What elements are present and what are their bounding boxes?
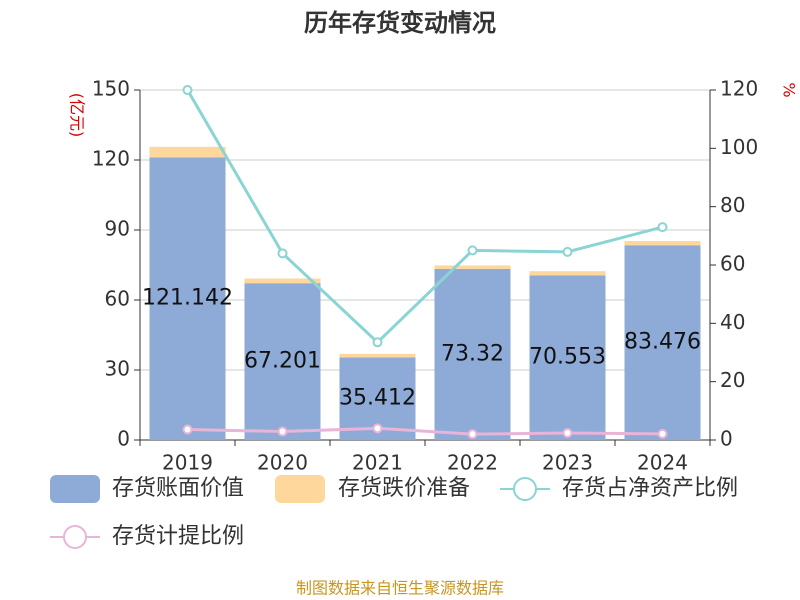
- y-axis-label: (亿元): [68, 93, 87, 138]
- y2-tick-label: 100: [720, 135, 758, 159]
- data-label: 121.142: [142, 286, 233, 311]
- legend-swatch: [50, 475, 100, 503]
- legend-swatch: [275, 475, 325, 503]
- legend-swatch: [513, 477, 537, 501]
- y-tick-label: 150: [92, 77, 130, 101]
- data-label: 67.201: [244, 349, 321, 374]
- bar: [434, 265, 511, 269]
- line-point: [277, 248, 288, 259]
- legend-swatch: [63, 525, 87, 549]
- y2-tick-label: 80: [720, 193, 745, 217]
- line-point: [182, 85, 193, 95]
- bar: [529, 275, 606, 440]
- line-point: [467, 429, 478, 440]
- line-point: [372, 423, 383, 434]
- line-point: [467, 245, 478, 256]
- line-point: [372, 337, 383, 348]
- chart-title: 历年存货变动情况: [304, 9, 496, 37]
- bar: [434, 268, 511, 440]
- y-tick-label: 30: [105, 357, 130, 381]
- data-label: 35.412: [339, 386, 416, 411]
- legend-label: 存货账面价值: [112, 476, 244, 501]
- line-point: [562, 428, 573, 438]
- x-tick-label: 2020: [257, 451, 308, 475]
- bar: [624, 245, 701, 440]
- bar: [244, 283, 321, 440]
- bar: [149, 146, 226, 158]
- bar: [149, 157, 226, 440]
- line-point: [562, 246, 573, 257]
- x-tick-label: 2024: [637, 451, 688, 475]
- x-tick-label: 2023: [542, 451, 593, 475]
- x-tick-label: 2022: [447, 451, 498, 475]
- line: [187, 426, 663, 436]
- y2-tick-label: 20: [720, 368, 745, 392]
- y2-tick-label: 60: [720, 252, 745, 276]
- y-tick-label: 60: [105, 287, 130, 311]
- line: [186, 89, 663, 345]
- y-tick-label: 120: [92, 147, 130, 171]
- data-label: 73.32: [441, 341, 504, 366]
- y2-tick-label: 0: [720, 427, 733, 451]
- bar: [244, 278, 321, 284]
- line-point: [657, 428, 668, 439]
- data-label: 83.476: [624, 330, 701, 355]
- legend-label: 存货占净资产比例: [562, 476, 738, 501]
- line-point: [277, 426, 288, 437]
- y2-tick-label: 120: [720, 77, 758, 101]
- line-point: [182, 424, 193, 435]
- data-label: 70.553: [529, 345, 606, 370]
- bar: [339, 353, 416, 358]
- x-tick-label: 2019: [162, 451, 213, 475]
- source: 制图数据来自恒生聚源数据库: [296, 579, 504, 598]
- bar: [624, 241, 701, 246]
- legend-label: 存货跌价准备: [338, 476, 470, 501]
- line-point: [657, 222, 668, 233]
- y2-axis-label: %: [780, 82, 799, 97]
- bar: [529, 271, 606, 276]
- y2-tick-label: 40: [720, 310, 745, 334]
- y-tick-label: 90: [105, 217, 130, 241]
- legend-label: 存货计提比例: [112, 524, 244, 549]
- y-tick-label: 0: [117, 427, 130, 451]
- x-tick-label: 2021: [352, 451, 403, 475]
